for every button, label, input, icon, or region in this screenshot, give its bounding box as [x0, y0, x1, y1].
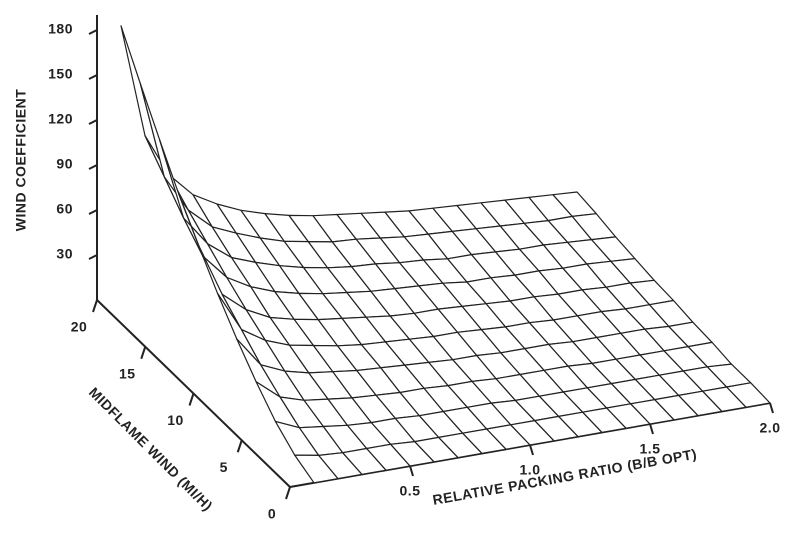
y-tick: [92, 299, 98, 313]
x-tick-label: 1.0: [520, 462, 541, 478]
z-tick-label: 120: [48, 111, 73, 127]
z-tick-label: 180: [48, 21, 73, 37]
y-axis-label: MIDFLAME WIND (MI/H): [86, 384, 216, 514]
x-tick: [769, 402, 774, 414]
surface-cell: [726, 382, 771, 408]
y-tick: [285, 486, 291, 500]
y-tick-label: 20: [71, 319, 88, 335]
z-tick: [88, 164, 98, 170]
z-axis-label: WIND COEFFICIENT: [13, 89, 29, 232]
x-tick: [649, 423, 654, 435]
x-tick: [409, 465, 414, 477]
y-tick-label: 0: [268, 506, 276, 522]
z-tick: [88, 254, 98, 260]
z-tick: [88, 29, 98, 35]
x-tick-label: 0.5: [400, 483, 421, 499]
z-tick-label: 60: [56, 201, 73, 217]
z-tick: [88, 74, 98, 80]
y-tick: [188, 393, 195, 406]
y-tick-label: 10: [167, 412, 184, 428]
y-tick-label: 5: [220, 459, 228, 475]
y-tick-label: 15: [119, 365, 136, 381]
x-tick-label: 2.0: [760, 420, 781, 436]
x-tick-label: 1.5: [640, 441, 661, 457]
x-tick: [529, 444, 534, 456]
z-tick-label: 150: [48, 66, 73, 82]
z-tick-label: 90: [56, 156, 73, 172]
y-tick: [236, 439, 243, 453]
z-tick: [88, 119, 98, 125]
z-tick-label: 30: [56, 246, 73, 262]
z-tick: [88, 209, 98, 215]
surface-cell: [120, 25, 165, 178]
y-tick: [140, 346, 147, 360]
